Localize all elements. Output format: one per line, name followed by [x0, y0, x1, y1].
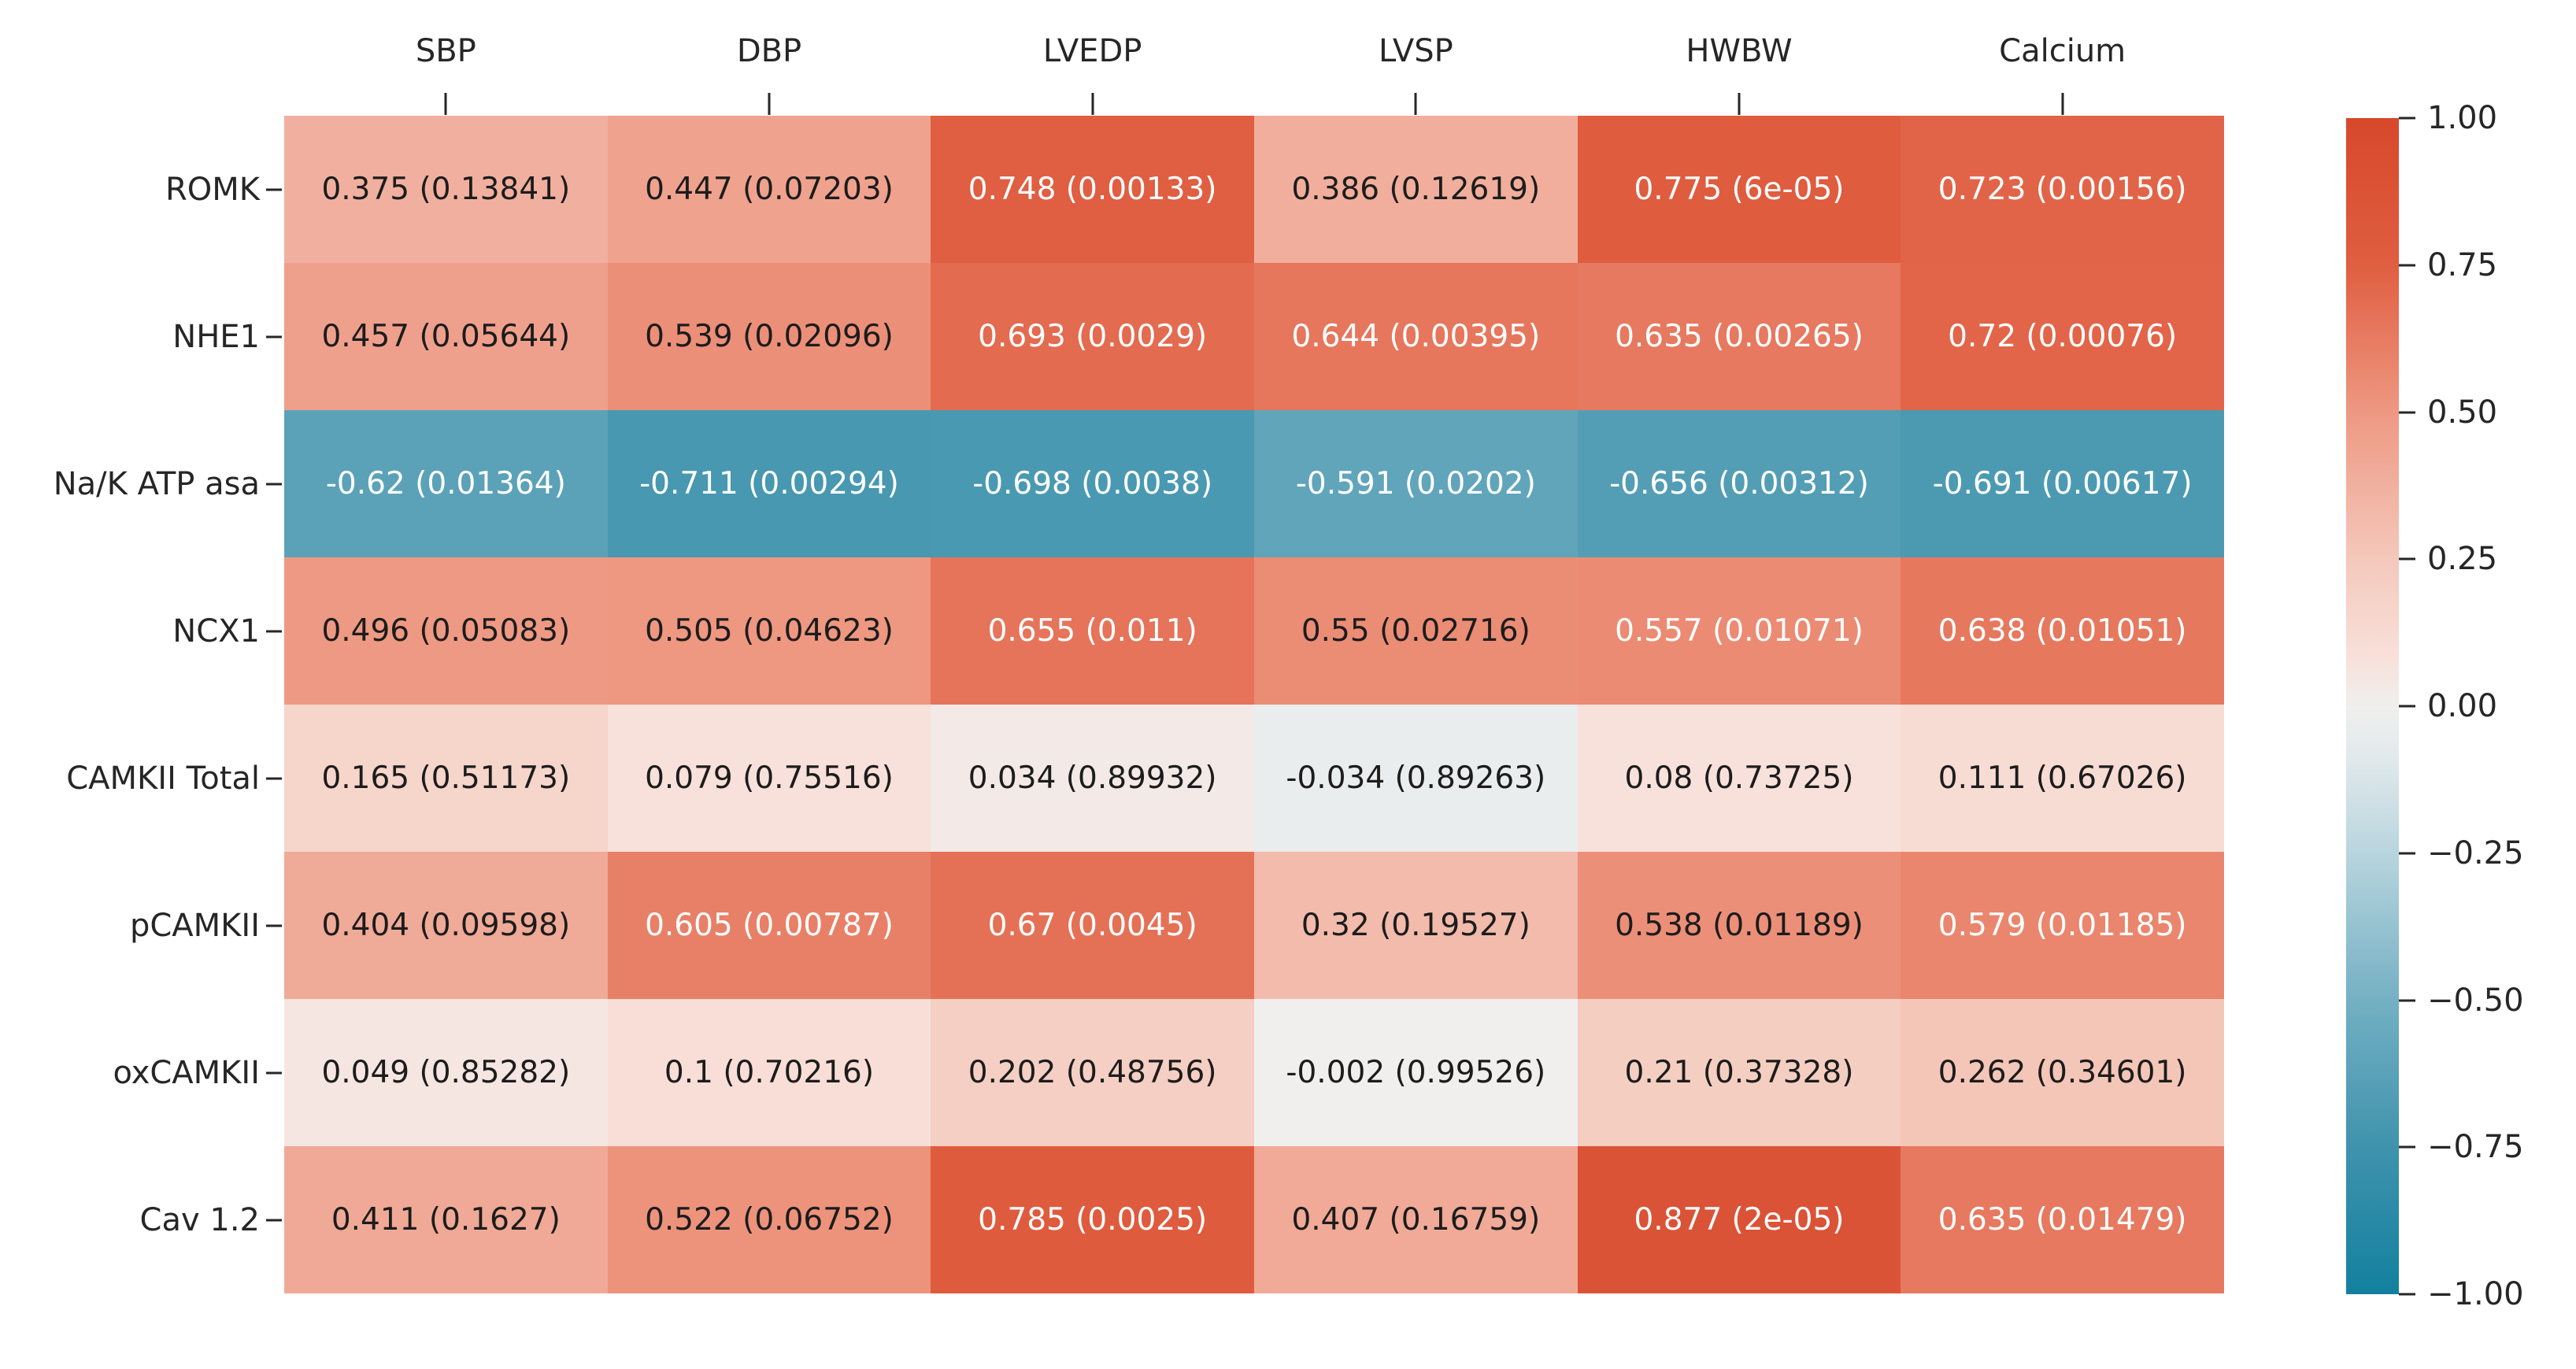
colorbar-tick: [2399, 411, 2415, 413]
colorbar-tick: [2399, 852, 2415, 855]
y-tick: [266, 1219, 282, 1221]
heatmap-cell: 0.539 (0.02096): [607, 263, 931, 410]
heatmap-cell: -0.002 (0.99526): [1254, 999, 1578, 1146]
colorbar-tick: [2399, 264, 2415, 267]
row-label-pcamkii: pCAMKII: [129, 907, 260, 944]
heatmap-cell: -0.698 (0.0038): [931, 410, 1254, 557]
heatmap-cell: 0.72 (0.00076): [1901, 263, 2224, 410]
row-label-oxcamkii: oxCAMKII: [113, 1054, 260, 1091]
y-tick: [266, 924, 282, 927]
heatmap-cell: 0.635 (0.01479): [1901, 1146, 2224, 1293]
row-label-romk: ROMK: [165, 171, 260, 208]
heatmap-cell: 0.723 (0.00156): [1901, 116, 2224, 263]
heatmap-cell: 0.655 (0.011): [931, 557, 1254, 705]
colorbar-tick-label: −0.50: [2427, 982, 2524, 1019]
x-tick: [2061, 93, 2064, 115]
column-header-lvedp: LVEDP: [1042, 33, 1142, 69]
column-header-sbp: SBP: [415, 33, 476, 69]
heatmap-cell: 0.165 (0.51173): [284, 705, 608, 852]
heatmap-cell: 0.21 (0.37328): [1577, 999, 1901, 1146]
column-header-calcium: Calcium: [1999, 33, 2126, 69]
heatmap-cell: -0.711 (0.00294): [607, 410, 931, 557]
y-tick: [266, 483, 282, 485]
column-header-lvsp: LVSP: [1378, 33, 1453, 69]
heatmap-cell: -0.656 (0.00312): [1577, 410, 1901, 557]
heatmap-cell: 0.457 (0.05644): [284, 263, 608, 410]
colorbar-tick-label: −0.25: [2427, 834, 2524, 871]
x-tick: [444, 93, 447, 115]
heatmap-cell: 0.111 (0.67026): [1901, 705, 2224, 852]
heatmap-cell: 0.262 (0.34601): [1901, 999, 2224, 1146]
y-tick: [266, 1071, 282, 1074]
heatmap-cell: 0.605 (0.00787): [607, 852, 931, 999]
heatmap-cell: -0.62 (0.01364): [284, 410, 608, 557]
colorbar-tick: [2399, 705, 2415, 708]
heatmap-cell: 0.579 (0.01185): [1901, 852, 2224, 999]
heatmap-cell: 0.505 (0.04623): [607, 557, 931, 705]
colorbar: [2346, 118, 2399, 1294]
heatmap-cell: 0.748 (0.00133): [931, 116, 1254, 263]
heatmap-cell: 0.496 (0.05083): [284, 557, 608, 705]
heatmap-cell: 0.55 (0.02716): [1254, 557, 1578, 705]
heatmap-cell: 0.375 (0.13841): [284, 116, 608, 263]
heatmap-cell: 0.775 (6e-05): [1577, 116, 1901, 263]
heatmap-cell: 0.644 (0.00395): [1254, 263, 1578, 410]
heatmap-cell: 0.638 (0.01051): [1901, 557, 2224, 705]
heatmap-cell: 0.538 (0.01189): [1577, 852, 1901, 999]
colorbar-tick-label: 0.25: [2427, 541, 2498, 578]
heatmap-cell: -0.591 (0.0202): [1254, 410, 1578, 557]
colorbar-tick-label: 1.00: [2427, 100, 2498, 136]
row-label-camkii-total: CAMKII Total: [66, 760, 260, 797]
row-label-ncx1: NCX1: [172, 612, 260, 649]
colorbar-tick: [2399, 557, 2415, 561]
x-tick: [768, 93, 771, 115]
heatmap-cell: 0.08 (0.73725): [1577, 705, 1901, 852]
colorbar-tick-label: −1.00: [2427, 1276, 2524, 1312]
heatmap-cell: 0.386 (0.12619): [1254, 116, 1578, 263]
colorbar-tick-label: 0.50: [2427, 394, 2498, 431]
y-tick: [266, 777, 282, 779]
colorbar-tick: [2399, 1145, 2415, 1149]
heatmap-cell: 0.049 (0.85282): [284, 999, 608, 1146]
colorbar-tick-label: 0.00: [2427, 688, 2498, 724]
heatmap-cell: 0.079 (0.75516): [607, 705, 931, 852]
x-tick: [1414, 93, 1417, 115]
heatmap-cell: 0.32 (0.19527): [1254, 852, 1578, 999]
heatmap-cell: 0.407 (0.16759): [1254, 1146, 1578, 1293]
heatmap-cell: 0.404 (0.09598): [284, 852, 608, 999]
column-header-hwbw: HWBW: [1686, 33, 1793, 69]
y-tick: [266, 630, 282, 632]
row-label-nhe1: NHE1: [172, 318, 260, 355]
heatmap-cell: 0.522 (0.06752): [607, 1146, 931, 1293]
heatmap-cell: 0.557 (0.01071): [1577, 557, 1901, 705]
x-tick: [1738, 93, 1741, 115]
x-tick: [1091, 93, 1094, 115]
heatmap-cell: 0.693 (0.0029): [931, 263, 1254, 410]
row-label-na-k-atp-asa: Na/K ATP asa: [53, 465, 260, 502]
colorbar-tick-label: −0.75: [2427, 1129, 2524, 1166]
heatmap-cell: 0.1 (0.70216): [607, 999, 931, 1146]
heatmap-cell: 0.447 (0.07203): [607, 116, 931, 263]
column-header-dbp: DBP: [736, 33, 802, 69]
heatmap-cell: 0.67 (0.0045): [931, 852, 1254, 999]
heatmap-cell: 0.034 (0.89932): [931, 705, 1254, 852]
colorbar-tick: [2399, 117, 2415, 120]
colorbar-tick-label: 0.75: [2427, 246, 2498, 283]
heatmap-cell: 0.785 (0.0025): [931, 1146, 1254, 1293]
colorbar-tick: [2399, 999, 2415, 1001]
heatmap-cell: -0.691 (0.00617): [1901, 410, 2224, 557]
heatmap-cell: 0.411 (0.1627): [284, 1146, 608, 1293]
y-tick: [266, 335, 282, 338]
colorbar-tick: [2399, 1293, 2415, 1296]
heatmap-cell: 0.877 (2e-05): [1577, 1146, 1901, 1293]
y-tick: [266, 188, 282, 191]
heatmap-cell: 0.202 (0.48756): [931, 999, 1254, 1146]
row-label-cav-1-2: Cav 1.2: [139, 1201, 260, 1238]
heatmap-cell: 0.635 (0.00265): [1577, 263, 1901, 410]
heatmap-cell: -0.034 (0.89263): [1254, 705, 1578, 852]
